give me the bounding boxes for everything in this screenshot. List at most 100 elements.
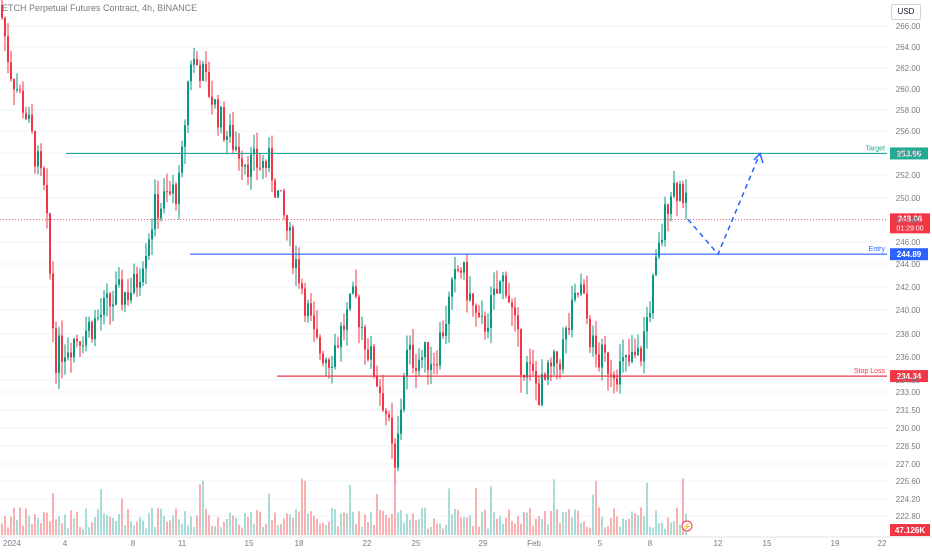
candle-body	[10, 62, 12, 80]
candle-body	[373, 346, 375, 377]
candle-body	[622, 357, 624, 362]
volume-bar	[481, 511, 483, 535]
candle-body	[289, 227, 291, 231]
candle-body	[31, 114, 33, 132]
candle-body	[445, 323, 447, 336]
candle-body	[148, 239, 150, 256]
candle-body	[214, 99, 216, 105]
volume-bar	[613, 508, 615, 535]
level-price-box	[890, 370, 928, 383]
volume-bar	[412, 513, 414, 535]
candle-body	[163, 191, 165, 209]
volume-bar	[418, 519, 420, 535]
candle-body	[595, 335, 597, 355]
candle-body	[184, 125, 186, 147]
volume-bar	[415, 520, 417, 535]
candle-body	[472, 293, 474, 306]
candle-body	[301, 283, 303, 289]
countdown-label: 01:29:00	[896, 225, 923, 232]
y-tick-label: 222.80	[896, 512, 921, 521]
volume-bar	[199, 484, 201, 535]
volume-bar	[556, 508, 558, 535]
volume-bar	[568, 509, 570, 535]
y-tick-label: 236.00	[896, 353, 921, 362]
volume-bar	[673, 521, 675, 535]
candle-body	[676, 182, 678, 201]
volume-bar	[445, 525, 447, 535]
volume-bar	[208, 515, 210, 535]
volume-bar	[514, 523, 516, 535]
x-tick-label: 8	[131, 539, 136, 548]
volume-bar	[166, 521, 168, 535]
candle-body	[403, 375, 405, 410]
candle-body	[544, 374, 546, 380]
volume-bar	[535, 518, 537, 535]
volume-bar	[106, 515, 108, 535]
volume-bar	[619, 526, 621, 535]
volume-bar	[112, 517, 114, 535]
x-tick-label: 4	[63, 539, 68, 548]
volume-bar	[265, 523, 267, 535]
volume-bar	[76, 511, 78, 535]
y-tick-label: 246.00	[896, 238, 921, 247]
volume-bar	[154, 527, 156, 535]
volume-bar	[520, 523, 522, 535]
candle-body	[340, 326, 342, 348]
candle-body	[85, 330, 87, 346]
candle-body	[112, 304, 114, 307]
volume-bar	[310, 511, 312, 535]
volume-bar	[286, 513, 288, 535]
candle-body	[223, 106, 225, 141]
candle-body	[370, 346, 372, 360]
level-name-stop-loss: Stop Loss	[854, 368, 886, 375]
candle-body	[136, 273, 138, 288]
volume-bar	[607, 526, 609, 535]
currency-button[interactable]: USD	[891, 4, 921, 20]
level-price-label: 244.89	[897, 250, 922, 259]
candle-body	[265, 161, 267, 168]
candle-body	[280, 190, 282, 192]
candle-body	[100, 314, 102, 318]
volume-bar	[70, 510, 72, 535]
candle-body	[631, 352, 633, 362]
candle-body	[409, 344, 411, 350]
candle-body	[259, 167, 261, 169]
candle-body	[286, 215, 288, 231]
candle-body	[313, 315, 315, 330]
candle-body	[577, 292, 579, 295]
candle-body	[58, 335, 60, 373]
candle-body	[106, 293, 108, 298]
candle-body	[175, 184, 177, 205]
volume-bar	[43, 512, 45, 535]
volume-bar	[670, 522, 672, 535]
volume-bar	[16, 519, 18, 535]
candle-body	[598, 354, 600, 368]
volume-bar	[547, 524, 549, 535]
candle-body	[304, 288, 306, 316]
volume-bar	[280, 524, 282, 535]
volume-bar	[436, 523, 438, 535]
volume-bar	[361, 526, 363, 535]
candle-body	[16, 89, 18, 91]
volume-bar	[679, 524, 681, 535]
volume-bar	[175, 508, 177, 535]
candle-body	[475, 305, 477, 313]
volume-bar	[589, 527, 591, 535]
volume-bar	[145, 528, 147, 535]
x-tick-label: 15	[763, 539, 772, 548]
candle-body	[19, 89, 21, 91]
volume-bar	[661, 522, 663, 535]
volume-bar	[109, 516, 111, 535]
volume-bar	[151, 508, 153, 535]
candle-body	[181, 146, 183, 173]
volume-bar	[406, 513, 408, 535]
level-price-label: 234.34	[897, 372, 922, 381]
volume-bar	[247, 516, 249, 535]
candle-body	[115, 284, 117, 305]
candle-body	[382, 393, 384, 411]
candle-body	[367, 349, 369, 360]
volume-bar	[58, 516, 60, 535]
volume-bar	[433, 518, 435, 535]
